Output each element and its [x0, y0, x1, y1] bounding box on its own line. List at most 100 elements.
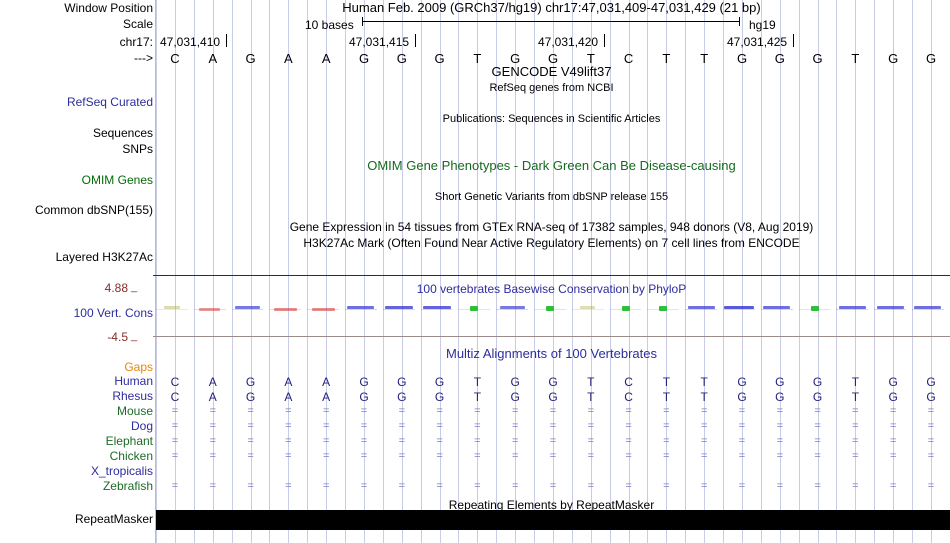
multiz-gap-mark: =	[322, 480, 330, 492]
multiz-base: T	[587, 375, 595, 389]
multiz-base: G	[926, 375, 936, 389]
gtex-track-title[interactable]: Gene Expression in 54 tissues from GTEx …	[289, 220, 814, 234]
multiz-gap-mark: =	[436, 435, 443, 447]
cons-max-value: 4.88	[104, 281, 128, 295]
multiz-gap-mark: =	[511, 435, 519, 447]
multiz-gap-mark: =	[360, 405, 368, 417]
species-label-human[interactable]: Human	[114, 374, 153, 388]
multiz-gap-mark: =	[852, 435, 859, 447]
multiz-base: G	[548, 375, 558, 389]
multiz-gap-mark: =	[889, 405, 897, 417]
multiz-gap-mark: =	[700, 480, 708, 492]
conservation-bar	[621, 306, 630, 311]
sequence-base: G	[774, 51, 785, 66]
multiz-gap-mark: =	[360, 450, 368, 462]
multiz-gap-mark: =	[549, 435, 557, 447]
multiz-gap-mark: =	[474, 480, 481, 492]
label-snps[interactable]: SNPs	[122, 142, 153, 156]
conservation-track-title[interactable]: 100 vertebrates Basewise Conservation by…	[416, 282, 687, 296]
species-label-mouse[interactable]: Mouse	[116, 404, 153, 418]
multiz-base: G	[775, 375, 785, 389]
conservation-bar	[384, 306, 413, 309]
conservation-track[interactable]: 100 vertebrates Basewise Conservation by…	[153, 275, 950, 337]
multiz-gap-mark: =	[171, 420, 179, 432]
scale-bar	[362, 17, 740, 26]
repeatmasker-track-title[interactable]: Repeating Elements by RepeatMasker	[448, 498, 655, 512]
multiz-gap-mark: =	[474, 405, 481, 417]
label-common-dbsnp[interactable]: Common dbSNP(155)	[34, 203, 153, 217]
multiz-gap-mark: =	[663, 405, 670, 417]
multiz-gap-mark: =	[171, 450, 179, 462]
sequence-base: T	[700, 51, 709, 66]
coordinate-tick	[226, 34, 227, 47]
species-label-elephant[interactable]: Elephant	[105, 434, 153, 448]
conservation-baseline	[307, 309, 339, 310]
multiz-gap-mark: =	[549, 480, 557, 492]
multiz-gap-mark: =	[398, 480, 406, 492]
multiz-gap-mark: =	[549, 420, 557, 432]
conservation-baseline	[458, 309, 491, 310]
label-repeatmasker[interactable]: RepeatMasker	[74, 512, 153, 526]
conservation-bar	[810, 306, 819, 311]
sequence-base: T	[662, 51, 671, 66]
species-label-rhesus[interactable]: Rhesus	[112, 389, 153, 403]
label-refseq-curated[interactable]: RefSeq Curated	[66, 95, 153, 109]
multiz-gap-mark: =	[322, 450, 330, 462]
sequence-base: G	[358, 51, 370, 66]
conservation-baseline	[269, 309, 302, 310]
multiz-base: G	[510, 390, 520, 404]
conservation-bar	[470, 306, 479, 311]
conservation-bar	[580, 306, 596, 309]
multiz-gap-mark: =	[776, 480, 784, 492]
conservation-baseline	[193, 309, 226, 310]
multiz-track-title[interactable]: Multiz Alignments of 100 Vertebrates	[445, 346, 657, 361]
multiz-gap-mark: =	[511, 405, 519, 417]
publications-track-title[interactable]: Publications: Sequences in Scientific Ar…	[442, 113, 661, 125]
multiz-gap-mark: =	[700, 420, 708, 432]
gencode-track-title[interactable]: GENCODE V49lift37	[491, 64, 612, 79]
label-omim-genes[interactable]: OMIM Genes	[81, 173, 153, 187]
multiz-gap-mark: =	[511, 420, 519, 432]
cons-max-tick: _	[131, 281, 138, 293]
conservation-baseline	[760, 309, 793, 310]
multiz-gap-mark: =	[625, 420, 632, 432]
multiz-gap-mark: =	[889, 450, 897, 462]
multiz-gap-mark: =	[852, 405, 859, 417]
label-sequences[interactable]: Sequences	[92, 126, 153, 140]
multiz-gap-mark: =	[700, 450, 708, 462]
multiz-gap-mark: =	[738, 450, 746, 462]
label-layered-h3k27ac[interactable]: Layered H3K27Ac	[55, 250, 153, 264]
multiz-gap-mark: =	[360, 420, 368, 432]
species-label-dog[interactable]: Dog	[130, 419, 153, 433]
multiz-gap-mark: =	[474, 420, 481, 432]
species-label-zebrafish[interactable]: Zebrafish	[102, 479, 153, 493]
coordinate-label: 47,031,425	[727, 35, 788, 49]
multiz-gap-mark: =	[625, 405, 632, 417]
dbsnp-track-title[interactable]: Short Genetic Variants from dbSNP releas…	[434, 191, 669, 203]
label-100-vert-cons[interactable]: 100 Vert. Cons	[73, 306, 153, 320]
conservation-baseline	[571, 309, 604, 310]
multiz-gap-mark: =	[738, 405, 746, 417]
species-label-chicken[interactable]: Chicken	[109, 449, 153, 463]
multiz-gap-mark: =	[776, 420, 784, 432]
conservation-baseline	[534, 309, 566, 310]
sequence-base: G	[245, 51, 256, 66]
repeatmasker-bar[interactable]	[156, 510, 950, 530]
multiz-gap-mark: =	[814, 435, 821, 447]
refseq-track-subtitle[interactable]: RefSeq genes from NCBI	[489, 82, 614, 94]
conservation-baseline	[798, 309, 831, 310]
multiz-gap-mark: =	[663, 450, 670, 462]
multiz-gap-mark: =	[587, 420, 595, 432]
h3k27ac-track-title[interactable]: H3K27Ac Mark (Often Found Near Active Re…	[303, 236, 800, 250]
omim-track-title[interactable]: OMIM Gene Phenotypes - Dark Green Can Be…	[367, 158, 736, 173]
conservation-bar	[838, 306, 866, 309]
multiz-base: G	[926, 390, 936, 404]
species-label-x_tropicalis[interactable]: X_tropicalis	[90, 464, 153, 478]
multiz-gap-mark: =	[814, 480, 821, 492]
multiz-base: G	[775, 390, 785, 404]
multiz-gap-mark: =	[814, 450, 821, 462]
conservation-baseline	[685, 309, 717, 310]
multiz-gap-mark: =	[511, 480, 519, 492]
multiz-gap-mark: =	[398, 420, 406, 432]
multiz-gap-mark: =	[738, 480, 746, 492]
